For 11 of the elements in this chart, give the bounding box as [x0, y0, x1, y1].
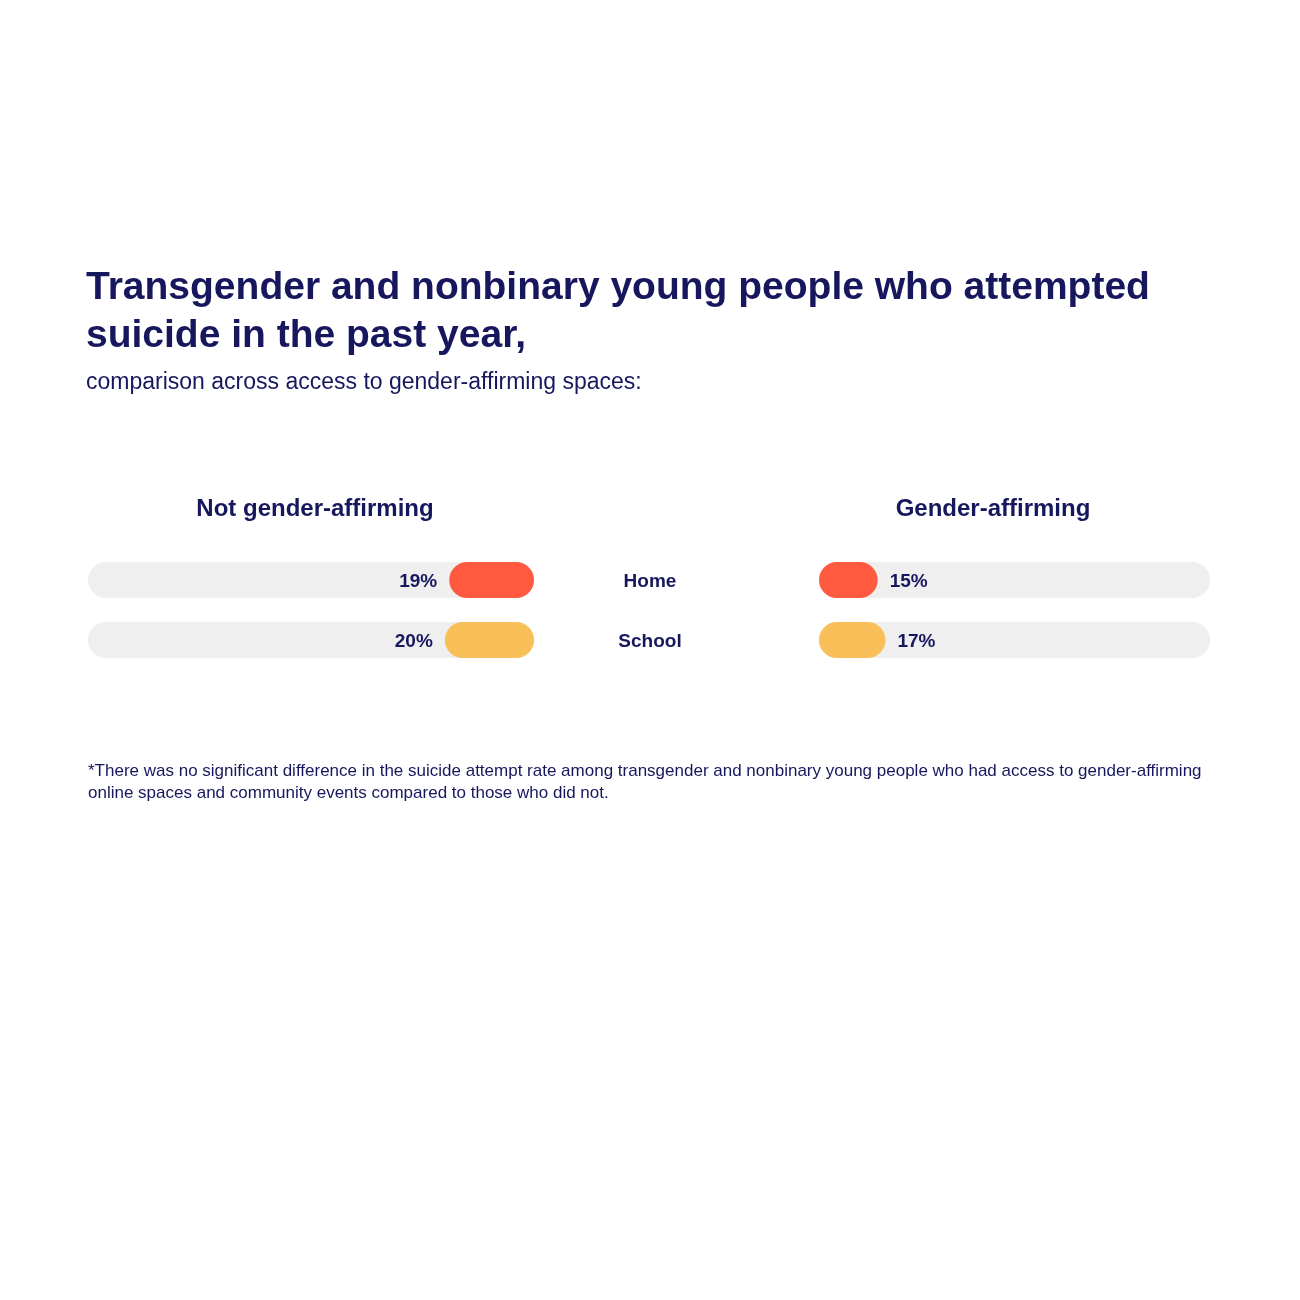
chart-title: Not gender-affirming: [196, 493, 434, 521]
data-label: 17%: [897, 629, 936, 651]
y-tick-label: School: [618, 629, 682, 651]
text: comparison across access to gender-affirming spaces:: [86, 368, 642, 395]
text: *There was no significant difference in the suicide attempt rate among transgender and nonbinary young people who had access to gender-affirming online spaces and community events compared to those who did not.: [88, 760, 1203, 804]
text: Transgender and nonbinary young people who attempted suicide in the past year,: [86, 263, 1151, 357]
chart-title: Gender-affirming: [895, 493, 1091, 521]
data-label: 15%: [889, 569, 928, 591]
data-label: 20%: [394, 629, 433, 651]
data-label: 19%: [399, 569, 438, 591]
y-tick-label: Home: [623, 569, 677, 591]
